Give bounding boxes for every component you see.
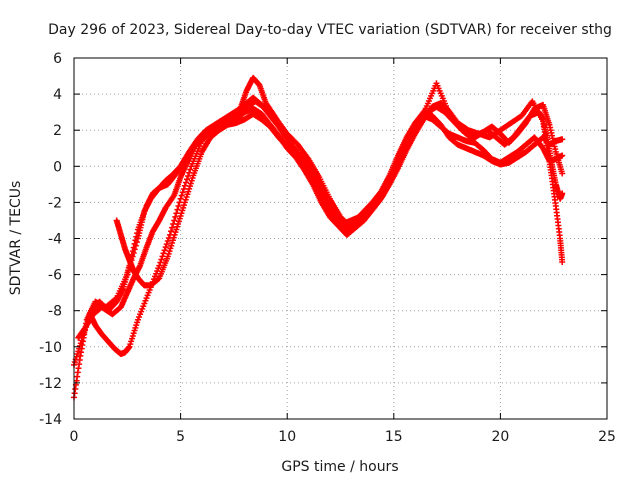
x-tick-label: 20: [491, 429, 509, 445]
y-axis: -14 -12 -10 -8 -6 -4 -2 0 2 4 6: [39, 51, 607, 428]
data-point: [185, 173, 192, 180]
data-point: [129, 248, 136, 255]
y-tick-label: 2: [53, 123, 62, 139]
data-point: [186, 169, 193, 176]
y-tick-label: -6: [48, 268, 62, 284]
data-point: [172, 213, 179, 220]
data-point: [182, 179, 189, 186]
data-point: [170, 221, 177, 228]
data-point: [178, 192, 185, 199]
y-tick-label: 6: [53, 51, 62, 67]
y-tick-label: -4: [48, 232, 62, 248]
data-point: [559, 152, 566, 159]
data-point: [169, 224, 176, 231]
data-point: [164, 238, 171, 245]
x-tick-label: 10: [278, 429, 296, 445]
data-point: [177, 195, 184, 202]
data-point: [168, 228, 175, 235]
data-point: [559, 170, 566, 177]
x-axis: 0 5 10 15 20 25: [70, 58, 616, 445]
data-point: [180, 186, 187, 193]
data-point: [166, 231, 173, 238]
data-point: [158, 256, 165, 263]
y-tick-label: 4: [53, 87, 62, 103]
series-track-4: [113, 109, 566, 289]
data-point: [175, 203, 182, 210]
x-tick-label: 15: [385, 429, 403, 445]
data-point: [157, 259, 164, 266]
x-axis-label: GPS time / hours: [281, 459, 398, 475]
data-point: [179, 189, 186, 196]
data-point: [176, 199, 183, 206]
data-point: [187, 166, 194, 173]
data-point: [165, 234, 172, 241]
data-point: [173, 210, 180, 217]
series-track-3: [75, 105, 566, 341]
data-points: [71, 74, 566, 401]
x-tick-label: 0: [70, 429, 79, 445]
data-point: [181, 182, 188, 189]
data-point: [559, 136, 566, 143]
series-track-1: [71, 74, 566, 401]
data-point: [156, 262, 163, 269]
data-point: [161, 247, 168, 254]
y-tick-label: -14: [39, 412, 62, 428]
data-point: [132, 237, 139, 244]
data-point: [163, 241, 170, 248]
data-point: [131, 240, 138, 247]
data-point: [160, 250, 167, 257]
y-tick-label: 0: [53, 159, 62, 175]
data-point: [171, 217, 178, 224]
data-point: [183, 176, 190, 183]
data-point: [133, 233, 140, 240]
series-track-5: [88, 80, 566, 358]
data-point: [559, 258, 566, 265]
data-point: [134, 230, 141, 237]
y-axis-label: SDTVAR / TECUs: [8, 181, 24, 296]
y-tick-label: -2: [48, 195, 62, 211]
data-point: [174, 206, 181, 213]
y-tick-label: -8: [48, 304, 62, 320]
y-tick-label: -12: [39, 376, 62, 392]
data-point: [559, 190, 566, 197]
data-point: [162, 244, 169, 251]
data-point: [159, 253, 166, 260]
data-point: [130, 244, 137, 251]
y-tick-label: -10: [39, 340, 62, 356]
x-tick-label: 5: [176, 429, 185, 445]
x-tick-label: 25: [598, 429, 616, 445]
chart-title: Day 296 of 2023, Sidereal Day-to-day VTE…: [48, 22, 612, 38]
